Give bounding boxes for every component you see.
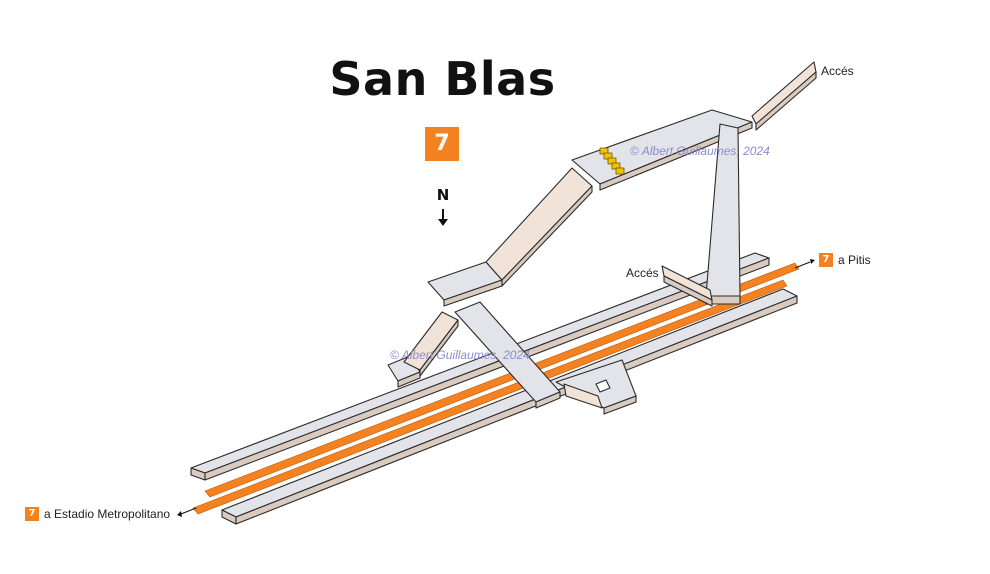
upper-vestibule: [571, 109, 753, 305]
destination-west-line-badge: 7: [25, 507, 39, 521]
platform-upper: [190, 252, 770, 481]
crossing-bridge: [454, 301, 637, 415]
line-badge: 7: [425, 127, 459, 161]
direction-arrow-east-icon: [794, 259, 815, 269]
destination-east: 7 a Pitis: [819, 253, 871, 267]
exit-stairs-middle: [661, 265, 713, 307]
credit-watermark-lower: © Albert Guillaumes, 2024: [390, 348, 530, 362]
exit-stairs-top: [751, 61, 817, 131]
turnstiles: [599, 147, 625, 175]
destination-west-label: a Estadio Metropolitano: [44, 507, 171, 521]
connector-west: [387, 311, 459, 388]
credit-watermark-upper: © Albert Guillaumes, 2024: [630, 144, 770, 158]
destination-west: 7 a Estadio Metropolitano: [25, 507, 170, 521]
platform-lower: [221, 288, 798, 525]
exit-label-top: Accés: [821, 64, 854, 78]
track-upper: [204, 262, 800, 498]
destination-east-line-badge: 7: [819, 253, 833, 267]
mezzanine-hall: [427, 261, 503, 307]
direction-arrow-west-icon: [177, 507, 197, 517]
track-lower: [192, 279, 788, 515]
station-title: San Blas: [329, 52, 556, 106]
exit-label-middle: Accés: [626, 266, 659, 280]
north-label: N: [436, 186, 450, 204]
ramp-main: [485, 167, 593, 287]
destination-east-label: a Pitis: [838, 253, 871, 267]
north-arrow-icon: [438, 209, 448, 226]
